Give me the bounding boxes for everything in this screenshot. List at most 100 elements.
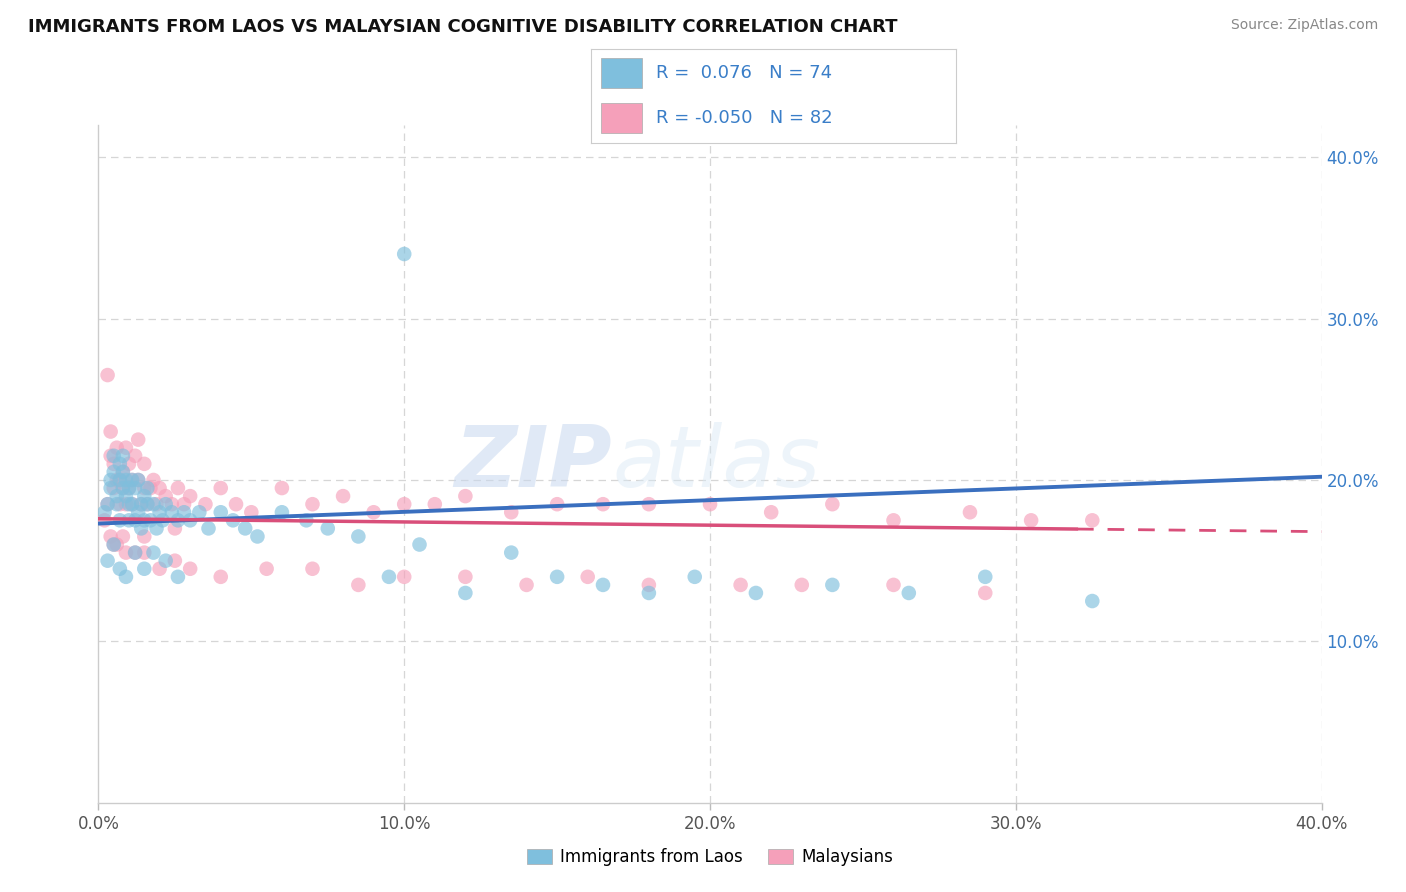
- Point: [124, 546, 146, 560]
- Text: R = -0.050   N = 82: R = -0.050 N = 82: [657, 110, 832, 128]
- Point: [105, 497, 128, 511]
- Point: [111, 529, 134, 543]
- Point: [100, 529, 122, 543]
- Point: [111, 465, 134, 479]
- Point: [103, 481, 125, 495]
- Text: IMMIGRANTS FROM LAOS VS MALAYSIAN COGNITIVE DISABILITY CORRELATION CHART: IMMIGRANTS FROM LAOS VS MALAYSIAN COGNIT…: [28, 18, 897, 36]
- Point: [127, 473, 149, 487]
- Legend: Immigrants from Laos, Malaysians: Immigrants from Laos, Malaysians: [520, 841, 900, 872]
- Point: [118, 481, 141, 495]
- Point: [108, 473, 131, 487]
- Point: [149, 562, 172, 576]
- Point: [152, 513, 174, 527]
- Point: [163, 554, 186, 568]
- Point: [637, 586, 661, 600]
- Point: [121, 473, 143, 487]
- Point: [136, 497, 159, 511]
- Point: [392, 247, 416, 261]
- Point: [347, 578, 370, 592]
- Point: [759, 505, 782, 519]
- Point: [136, 497, 159, 511]
- Point: [821, 578, 844, 592]
- Point: [103, 537, 125, 551]
- Point: [745, 586, 768, 600]
- Point: [240, 505, 263, 519]
- Point: [121, 497, 143, 511]
- Point: [149, 481, 172, 495]
- Point: [100, 481, 122, 495]
- Point: [516, 578, 538, 592]
- Point: [209, 570, 232, 584]
- Point: [145, 497, 167, 511]
- Point: [100, 449, 122, 463]
- Point: [142, 497, 165, 511]
- Point: [179, 513, 201, 527]
- Point: [1019, 513, 1042, 527]
- Point: [546, 570, 568, 584]
- Point: [301, 497, 323, 511]
- Point: [392, 570, 416, 584]
- Point: [108, 513, 131, 527]
- Point: [145, 521, 167, 535]
- Point: [295, 513, 318, 527]
- Point: [105, 473, 128, 487]
- Point: [108, 497, 131, 511]
- Point: [134, 546, 156, 560]
- Point: [1081, 594, 1104, 608]
- Point: [163, 521, 186, 535]
- Point: [118, 457, 141, 471]
- Point: [93, 505, 115, 519]
- Point: [97, 368, 120, 382]
- Point: [127, 473, 149, 487]
- Point: [111, 481, 134, 495]
- Point: [108, 473, 131, 487]
- Point: [127, 505, 149, 519]
- Point: [592, 497, 614, 511]
- Point: [129, 497, 152, 511]
- Point: [959, 505, 981, 519]
- Point: [134, 513, 156, 527]
- Point: [194, 497, 217, 511]
- Point: [821, 497, 844, 511]
- Point: [790, 578, 813, 592]
- Point: [233, 521, 256, 535]
- Point: [124, 546, 146, 560]
- Point: [100, 425, 122, 439]
- Point: [149, 505, 172, 519]
- Point: [256, 562, 278, 576]
- Point: [139, 513, 162, 527]
- Point: [179, 489, 201, 503]
- Point: [115, 570, 138, 584]
- Point: [155, 489, 177, 503]
- Point: [108, 457, 131, 471]
- Point: [115, 489, 138, 503]
- Point: [501, 546, 523, 560]
- Point: [209, 481, 232, 495]
- Point: [115, 497, 138, 511]
- Point: [1081, 513, 1104, 527]
- Point: [167, 570, 190, 584]
- Point: [197, 521, 219, 535]
- Point: [270, 505, 292, 519]
- Point: [111, 465, 134, 479]
- Point: [134, 457, 156, 471]
- Point: [246, 529, 269, 543]
- Point: [134, 562, 156, 576]
- Point: [105, 537, 128, 551]
- Point: [454, 586, 477, 600]
- Point: [160, 505, 183, 519]
- Point: [97, 554, 120, 568]
- Point: [423, 497, 446, 511]
- Point: [134, 529, 156, 543]
- Point: [105, 489, 128, 503]
- Point: [576, 570, 599, 584]
- Point: [134, 489, 156, 503]
- Point: [974, 586, 997, 600]
- Point: [129, 521, 152, 535]
- Text: ZIP: ZIP: [454, 422, 612, 506]
- Point: [897, 586, 920, 600]
- Point: [97, 497, 120, 511]
- Point: [121, 497, 143, 511]
- Point: [115, 546, 138, 560]
- Point: [332, 489, 354, 503]
